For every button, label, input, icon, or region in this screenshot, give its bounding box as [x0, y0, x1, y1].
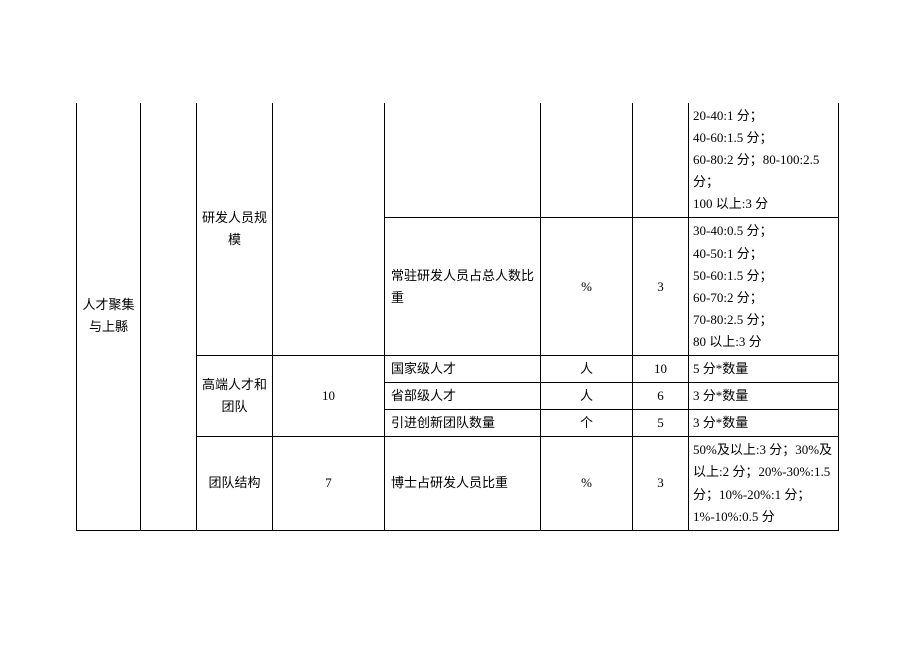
section-name: 团队结构	[197, 437, 273, 530]
blank-col	[141, 103, 197, 530]
score-cell	[633, 103, 689, 218]
unit-cell: 人	[541, 383, 633, 410]
table-container: 人才聚集与上縣 研发人员规模 20-40:1 分；40-60:1.5 分；60-…	[76, 103, 839, 531]
score-cell: 3	[633, 218, 689, 356]
criteria-cell: 30-40:0.5 分；40-50:1 分；50-60:1.5 分；60-70:…	[689, 218, 839, 356]
unit-cell: %	[541, 218, 633, 356]
unit-cell	[541, 103, 633, 218]
section-name: 研发人员规模	[197, 103, 273, 356]
score-cell: 5	[633, 410, 689, 437]
score-cell: 6	[633, 383, 689, 410]
indicator-cell: 省部级人才	[385, 383, 541, 410]
score-cell: 3	[633, 437, 689, 530]
evaluation-table: 人才聚集与上縣 研发人员规模 20-40:1 分；40-60:1.5 分；60-…	[76, 103, 839, 531]
indicator-cell: 引进创新团队数量	[385, 410, 541, 437]
section-weight: 7	[273, 437, 385, 530]
indicator-cell: 博士占研发人员比重	[385, 437, 541, 530]
criteria-cell: 3 分*数量	[689, 410, 839, 437]
criteria-cell: 5 分*数量	[689, 356, 839, 383]
unit-cell: %	[541, 437, 633, 530]
section-weight: 10	[273, 356, 385, 437]
indicator-cell: 国家级人才	[385, 356, 541, 383]
indicator-cell	[385, 103, 541, 218]
section-name: 高端人才和团队	[197, 356, 273, 437]
table-row: 人才聚集与上縣 研发人员规模 20-40:1 分；40-60:1.5 分；60-…	[77, 103, 839, 218]
criteria-cell: 20-40:1 分；40-60:1.5 分；60-80:2 分；80-100:2…	[689, 103, 839, 218]
criteria-cell: 3 分*数量	[689, 383, 839, 410]
criteria-cell: 50%及以上:3 分；30%及以上:2 分；20%-30%:1.5 分；10%-…	[689, 437, 839, 530]
score-cell: 10	[633, 356, 689, 383]
unit-cell: 人	[541, 356, 633, 383]
category-cell: 人才聚集与上縣	[77, 103, 141, 530]
unit-cell: 个	[541, 410, 633, 437]
section-weight	[273, 103, 385, 356]
indicator-cell: 常驻研发人员占总人数比重	[385, 218, 541, 356]
